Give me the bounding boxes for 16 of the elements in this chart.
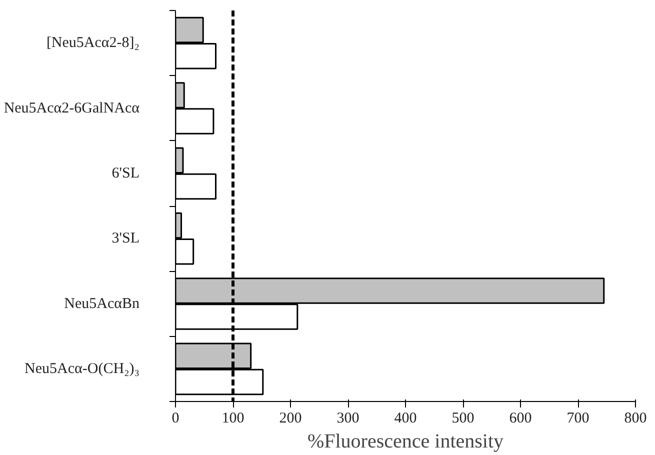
x-tick-label: 800	[624, 410, 647, 426]
x-tick-label: 600	[509, 410, 532, 426]
y-tick-label: [Neu5Acα2-8]₂	[46, 35, 140, 52]
y-tick-label: 6'SL	[112, 165, 140, 182]
y-tick-label: Neu5Acα-O(CH₂)₃	[24, 360, 140, 377]
x-tick-label: 700	[566, 410, 590, 426]
y-tick-label: 3'SL	[112, 230, 140, 247]
x-tick-label: 300	[336, 410, 360, 426]
x-tick-label: 500	[452, 410, 474, 426]
x-tick-label: 100	[222, 410, 244, 426]
x-tick-label: 0	[172, 410, 180, 426]
y-tick-label: Neu5Acα2-6GalNAcα	[4, 100, 140, 116]
x-tick-label: 400	[394, 410, 417, 426]
x-axis-title: %Fluorescence intensity	[307, 430, 504, 452]
x-tick-label: 200	[279, 410, 302, 426]
y-tick-label: Neu5AcαBn	[64, 296, 140, 312]
